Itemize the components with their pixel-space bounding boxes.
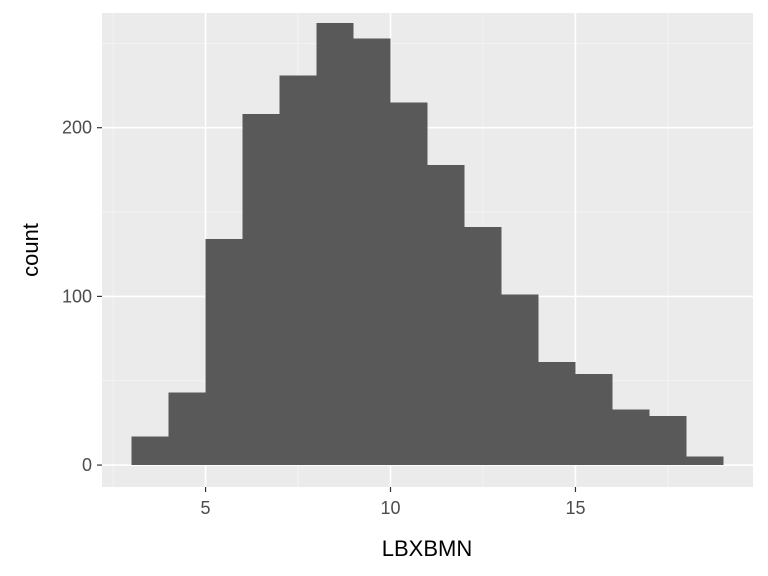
- histogram-bar-2: [168, 392, 206, 466]
- histogram-bar-11: [501, 294, 539, 466]
- x-tick-label: 15: [565, 498, 585, 518]
- histogram-bar-16: [686, 456, 724, 466]
- histogram-bar-3: [205, 239, 243, 466]
- histogram-bar-8: [390, 102, 428, 466]
- histogram-bar-4: [242, 114, 280, 466]
- histogram-bar-9: [427, 164, 465, 466]
- histogram-bar-5: [279, 75, 317, 466]
- histogram-bar-12: [538, 362, 576, 466]
- x-tick-label: 5: [201, 498, 211, 518]
- y-axis-title: count: [18, 223, 43, 277]
- histogram-bars: [131, 23, 724, 466]
- histogram-bar-1: [131, 436, 169, 466]
- histogram-bar-14: [612, 409, 650, 466]
- histogram-bar-6: [316, 23, 354, 466]
- histogram-bar-15: [649, 416, 687, 466]
- histogram-bar-10: [464, 227, 502, 466]
- x-axis-title: LBXBMN: [382, 536, 472, 561]
- histogram-bar-13: [575, 373, 613, 466]
- axis-ticks: 5 10 15 0 100 200: [62, 118, 586, 518]
- x-tick-label: 10: [380, 498, 400, 518]
- histogram-bar-7: [353, 38, 391, 466]
- y-tick-label: 0: [82, 455, 92, 475]
- y-tick-label: 200: [62, 118, 92, 138]
- y-tick-label: 100: [62, 286, 92, 306]
